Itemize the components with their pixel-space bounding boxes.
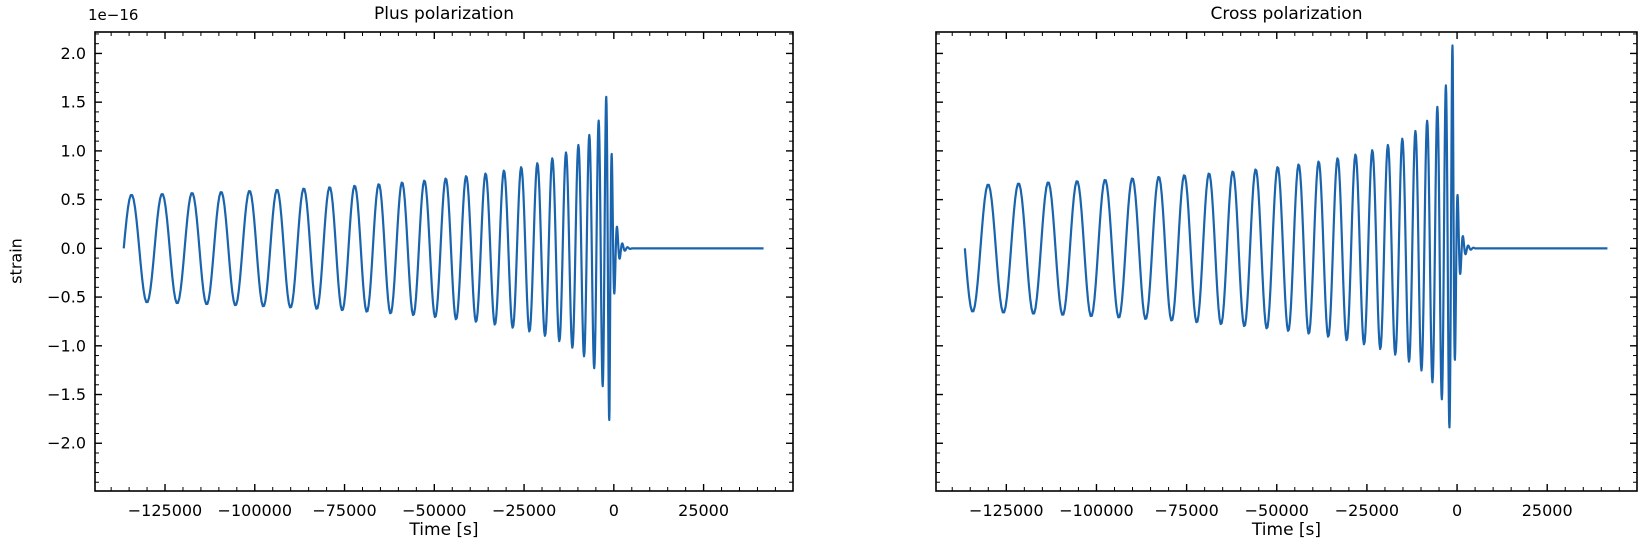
y-axis-label: strain — [6, 238, 26, 284]
h-cross-waveform-line — [963, 44, 1608, 429]
h-plus-waveform-line — [122, 95, 764, 422]
x-tick-label: −100000 — [1059, 501, 1133, 520]
chart-title-plus: Plus polarization — [374, 4, 514, 24]
y-tick-label: 1.5 — [61, 93, 86, 112]
y-tick-label: −0.5 — [47, 288, 86, 307]
tick-labels: −125000 −100000 −75000 −50000 −25000 0 25000 — [969, 501, 1573, 520]
tick-labels: −125000 −100000 −75000 −50000 −25000 0 25000 2.… — [47, 44, 729, 520]
y-tick-label: −2.0 — [47, 434, 86, 453]
x-tick-label: −50000 — [1245, 501, 1309, 520]
y-tick-label: 0.0 — [61, 239, 86, 258]
cross-polarization-chart: −125000 −100000 −75000 −50000 −25000 0 25000 — [935, 31, 1638, 520]
x-tick-label: 25000 — [678, 501, 729, 520]
plus-polarization-chart: −125000 −100000 −75000 −50000 −25000 0 25000 2.… — [47, 31, 794, 520]
x-tick-label: −25000 — [1335, 501, 1399, 520]
x-axis-label-cross: Time [s] — [1251, 520, 1322, 540]
y-tick-label: −1.5 — [47, 385, 86, 404]
axes-spine — [935, 31, 1638, 492]
chart-title-cross: Cross polarization — [1210, 4, 1363, 24]
x-tick-label: −75000 — [312, 501, 376, 520]
y-tick-label: 2.0 — [61, 44, 86, 63]
x-tick-label: −125000 — [969, 501, 1043, 520]
x-tick-label: 0 — [609, 501, 619, 520]
y-axis-offset-label: 1e−16 — [88, 6, 139, 24]
x-tick-label: −125000 — [128, 501, 202, 520]
x-tick-label: −50000 — [402, 501, 466, 520]
x-tick-label: 0 — [1452, 501, 1462, 520]
x-tick-label: 25000 — [1522, 501, 1573, 520]
x-tick-label: −25000 — [492, 501, 556, 520]
y-tick-label: 0.5 — [61, 190, 86, 209]
axes-spine — [94, 31, 794, 492]
y-tick-label: −1.0 — [47, 336, 86, 355]
y-tick-label: 1.0 — [61, 141, 86, 160]
x-axis-label-plus: Time [s] — [409, 520, 479, 540]
x-tick-label: −75000 — [1154, 501, 1218, 520]
axis-ticks — [936, 32, 1637, 491]
x-tick-label: −100000 — [218, 501, 292, 520]
